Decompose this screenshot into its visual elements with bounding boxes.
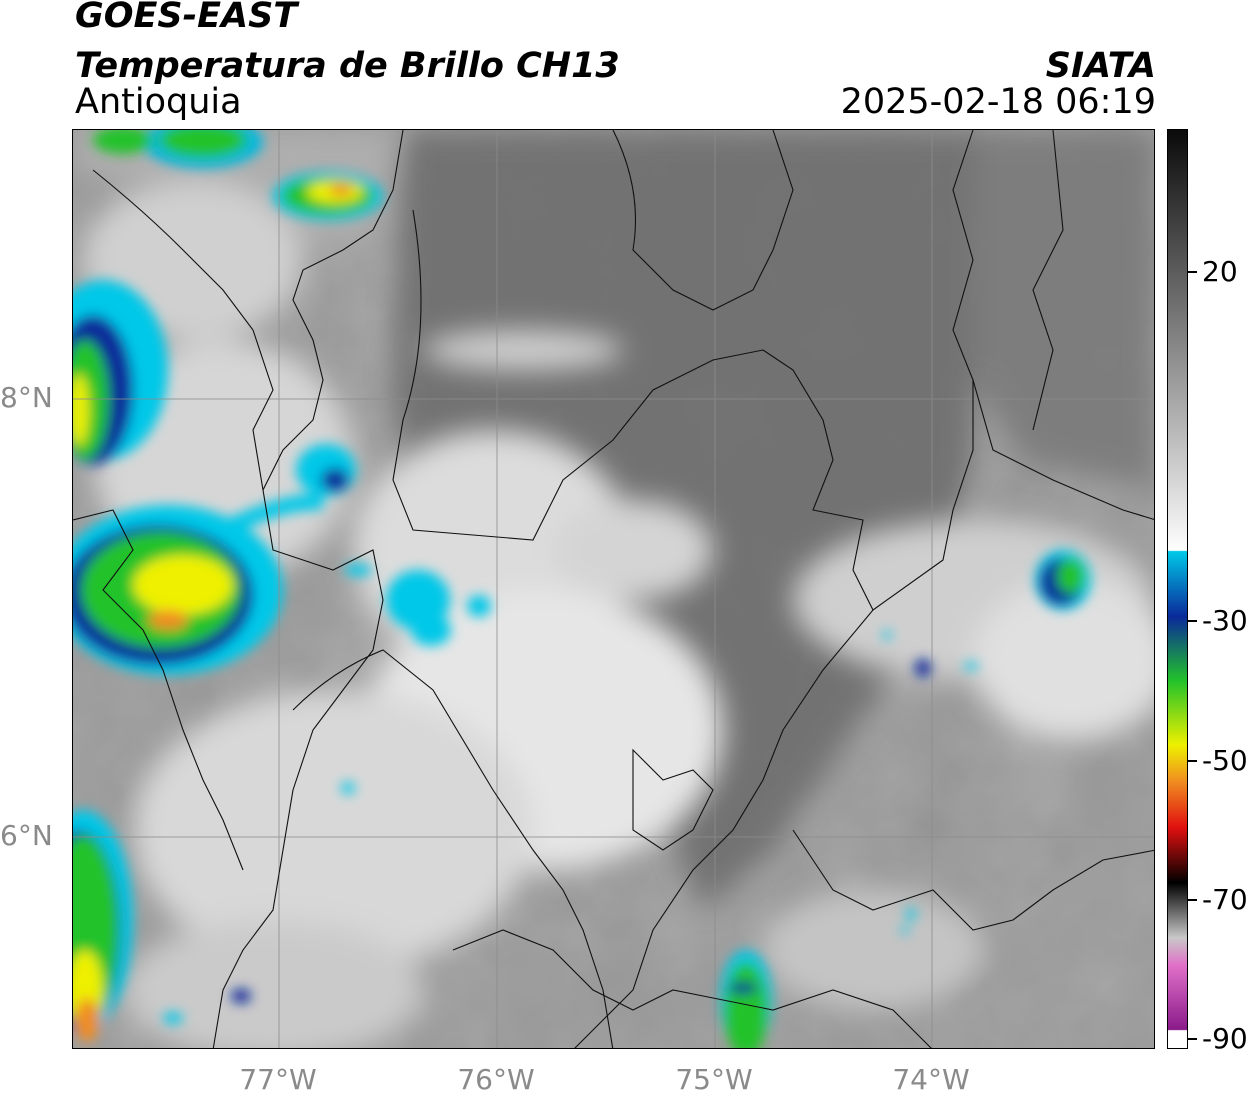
department-border-southeast	[792, 829, 1154, 931]
lon-label-75w: 75°W	[675, 1063, 753, 1096]
venezuela-border	[972, 379, 1154, 520]
pacific-coastline	[92, 169, 384, 1048]
light-cloud-areas	[83, 180, 1154, 1048]
medellin-area	[632, 748, 714, 851]
borders	[73, 130, 1154, 1048]
map-canvas	[73, 130, 1154, 1048]
colorbar-label-minus30: -30	[1202, 604, 1248, 637]
organization-label: SIATA	[1045, 46, 1156, 86]
satellite-map	[72, 129, 1155, 1049]
colorbar-tick-minus70	[1188, 899, 1197, 901]
satellite-title: GOES-EAST	[75, 0, 298, 36]
convective-cores	[73, 130, 1091, 1048]
antioquia-border-north	[392, 130, 974, 611]
colorbar-label-minus70: -70	[1202, 883, 1248, 916]
lat-label-8n: 8°N	[0, 381, 53, 414]
antioquia-border-east	[574, 609, 874, 1048]
region-title: Antioquia	[75, 82, 242, 122]
colorbar-label-minus50: -50	[1202, 744, 1248, 777]
antioquia-border-south	[292, 649, 614, 1048]
graticule	[73, 130, 1154, 1048]
darien-border	[73, 509, 244, 871]
colorbar-tick-minus30	[1188, 620, 1197, 622]
colorbar-tick-20	[1188, 271, 1197, 273]
timestamp-label: 2025-02-18 06:19	[840, 82, 1156, 122]
lon-label-77w: 77°W	[239, 1063, 317, 1096]
lon-label-74w: 74°W	[892, 1063, 970, 1096]
colorbar-label-20: 20	[1202, 255, 1238, 288]
lat-label-6n: 6°N	[0, 819, 53, 852]
product-title: Temperatura de Brillo CH13	[75, 46, 620, 86]
lon-label-76w: 76°W	[457, 1063, 535, 1096]
serrania-perija	[1032, 130, 1064, 431]
colorbar-tick-minus90	[1188, 1038, 1197, 1040]
colorbar	[1167, 129, 1188, 1049]
colorbar-tick-minus50	[1188, 760, 1197, 762]
colorbar-label-minus90: -90	[1202, 1022, 1248, 1055]
gulf-uraba-coast	[262, 130, 404, 491]
department-border-north	[612, 130, 794, 311]
department-border-south	[452, 929, 932, 1048]
